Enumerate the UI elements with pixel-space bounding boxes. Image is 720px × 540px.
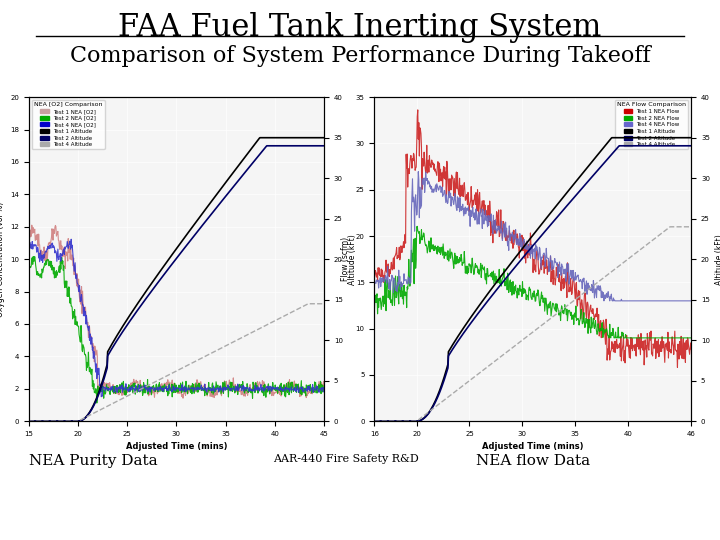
Y-axis label: Altitude (kFt): Altitude (kFt) — [348, 234, 357, 285]
Text: NEA Purity Data: NEA Purity Data — [30, 454, 158, 468]
Text: AAR-440 Fire Safety R&D: AAR-440 Fire Safety R&D — [273, 454, 418, 464]
Y-axis label: Oxygen Concentration (vol %): Oxygen Concentration (vol %) — [0, 201, 4, 317]
Y-axis label: Altitude (kFt): Altitude (kFt) — [716, 234, 720, 285]
X-axis label: Adjusted Time (mins): Adjusted Time (mins) — [482, 442, 583, 451]
Legend: Test 1 NEA [O2], Test 2 NEA [O2], Test 4 NEA [O2], Test 1 Altitude, Test 2 Altit: Test 1 NEA [O2], Test 2 NEA [O2], Test 4… — [32, 100, 104, 150]
Text: FAA Fuel Tank Inerting System: FAA Fuel Tank Inerting System — [118, 12, 602, 43]
Text: NEA flow Data: NEA flow Data — [476, 454, 590, 468]
Y-axis label: Flow (scfm): Flow (scfm) — [341, 237, 350, 281]
Text: Comparison of System Performance During Takeoff: Comparison of System Performance During … — [70, 45, 650, 66]
Legend: Test 1 NEA Flow, Test 2 NEA Flow, Test 4 NEA Flow, Test 1 Altitude, Test 2 Altit: Test 1 NEA Flow, Test 2 NEA Flow, Test 4… — [615, 100, 688, 150]
X-axis label: Adjusted Time (mins): Adjusted Time (mins) — [126, 442, 227, 451]
